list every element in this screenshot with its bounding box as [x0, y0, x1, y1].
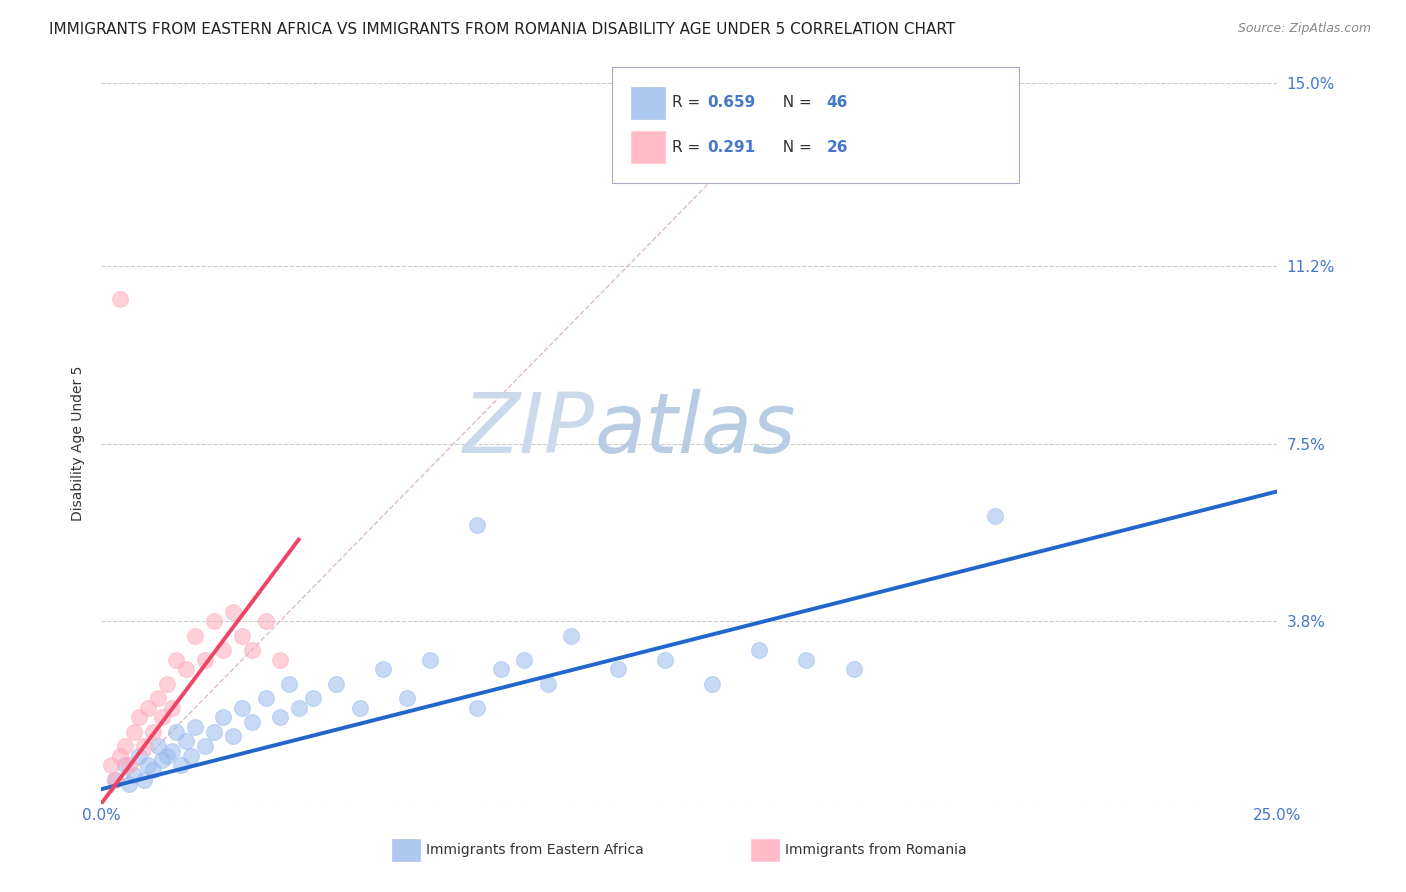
- Point: [156, 748, 179, 763]
- Point: [607, 662, 630, 676]
- Point: [287, 700, 309, 714]
- Text: R =: R =: [672, 95, 706, 110]
- Point: [194, 739, 217, 753]
- Point: [467, 700, 489, 714]
- Point: [254, 614, 277, 628]
- Point: [231, 629, 253, 643]
- Point: [165, 724, 187, 739]
- Text: N =: N =: [773, 95, 817, 110]
- Point: [142, 724, 165, 739]
- Point: [174, 662, 197, 676]
- Text: atlas: atlas: [595, 389, 797, 469]
- Point: [174, 734, 197, 748]
- Point: [212, 710, 235, 724]
- Point: [202, 724, 225, 739]
- Point: [165, 652, 187, 666]
- Point: [146, 739, 169, 753]
- Text: ZIP: ZIP: [463, 389, 595, 469]
- Point: [489, 662, 512, 676]
- Point: [122, 724, 145, 739]
- Point: [278, 676, 301, 690]
- Point: [150, 753, 173, 767]
- Point: [118, 777, 141, 791]
- Point: [325, 676, 347, 690]
- Point: [132, 739, 155, 753]
- Point: [100, 758, 122, 772]
- Point: [136, 758, 159, 772]
- Point: [118, 758, 141, 772]
- Point: [240, 643, 263, 657]
- Point: [654, 652, 676, 666]
- Point: [254, 691, 277, 706]
- Point: [560, 629, 582, 643]
- Point: [983, 508, 1005, 523]
- Point: [395, 691, 418, 706]
- Text: Immigrants from Romania: Immigrants from Romania: [785, 843, 966, 857]
- Point: [194, 652, 217, 666]
- Point: [114, 758, 136, 772]
- Point: [122, 768, 145, 782]
- Point: [269, 710, 291, 724]
- Text: R =: R =: [672, 140, 706, 154]
- Point: [108, 293, 131, 307]
- Point: [180, 748, 202, 763]
- Point: [269, 652, 291, 666]
- Point: [513, 652, 536, 666]
- Point: [128, 710, 150, 724]
- Point: [184, 629, 207, 643]
- Point: [146, 691, 169, 706]
- Point: [537, 676, 560, 690]
- Point: [202, 614, 225, 628]
- Text: Source: ZipAtlas.com: Source: ZipAtlas.com: [1237, 22, 1371, 36]
- Point: [104, 772, 127, 787]
- Point: [842, 662, 865, 676]
- Point: [156, 676, 179, 690]
- Point: [170, 758, 193, 772]
- Point: [184, 720, 207, 734]
- Point: [142, 763, 165, 777]
- Point: [136, 700, 159, 714]
- Point: [748, 643, 770, 657]
- Point: [222, 605, 245, 619]
- Point: [301, 691, 323, 706]
- Point: [128, 748, 150, 763]
- Point: [160, 700, 183, 714]
- Point: [132, 772, 155, 787]
- Point: [240, 714, 263, 729]
- Text: 0.291: 0.291: [707, 140, 755, 154]
- Y-axis label: Disability Age Under 5: Disability Age Under 5: [72, 366, 86, 521]
- Text: 0.659: 0.659: [707, 95, 755, 110]
- Point: [231, 700, 253, 714]
- Point: [212, 643, 235, 657]
- Point: [104, 772, 127, 787]
- Point: [467, 518, 489, 533]
- Text: 46: 46: [827, 95, 848, 110]
- Point: [349, 700, 371, 714]
- Text: IMMIGRANTS FROM EASTERN AFRICA VS IMMIGRANTS FROM ROMANIA DISABILITY AGE UNDER 5: IMMIGRANTS FROM EASTERN AFRICA VS IMMIGR…: [49, 22, 956, 37]
- Point: [222, 730, 245, 744]
- Point: [160, 744, 183, 758]
- Point: [702, 676, 724, 690]
- Text: Immigrants from Eastern Africa: Immigrants from Eastern Africa: [426, 843, 644, 857]
- Point: [419, 652, 441, 666]
- Text: 26: 26: [827, 140, 848, 154]
- Point: [150, 710, 173, 724]
- Point: [796, 652, 818, 666]
- Point: [373, 662, 395, 676]
- Point: [108, 748, 131, 763]
- Point: [114, 739, 136, 753]
- Text: N =: N =: [773, 140, 817, 154]
